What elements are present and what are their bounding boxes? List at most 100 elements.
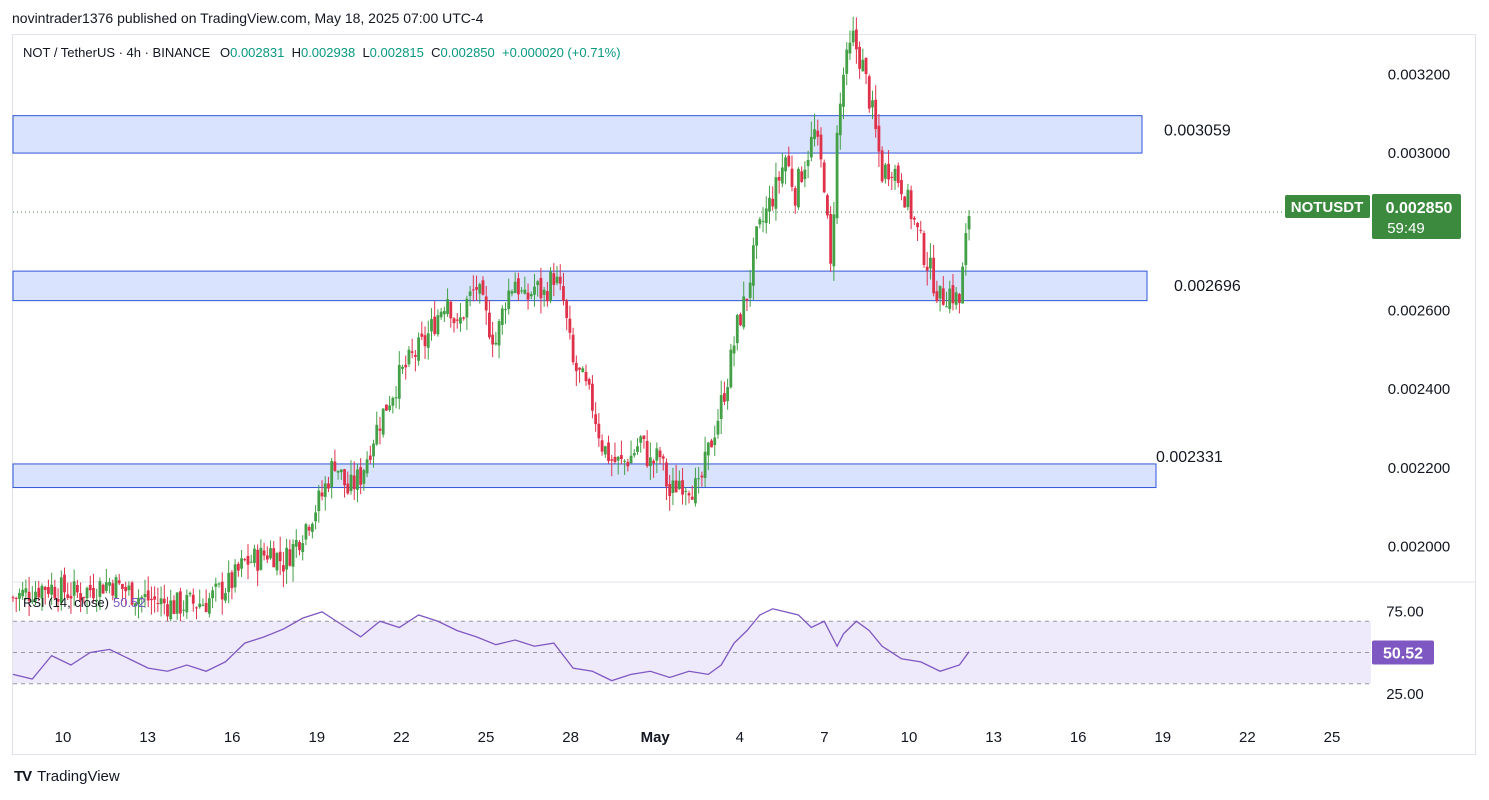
candle-body bbox=[764, 208, 768, 224]
candle-body bbox=[82, 596, 86, 598]
candle-body bbox=[626, 461, 630, 467]
candle-body bbox=[896, 165, 900, 183]
candle-body bbox=[314, 512, 317, 522]
candle-body bbox=[356, 469, 359, 490]
candle-body bbox=[146, 590, 150, 601]
candle-body bbox=[191, 594, 195, 604]
candle-body bbox=[320, 492, 324, 497]
candle-body bbox=[282, 565, 285, 572]
price-tag bbox=[1372, 194, 1461, 239]
candle-body bbox=[56, 599, 60, 602]
price-axis-label: 0.003000 bbox=[1388, 145, 1451, 162]
candle-body bbox=[37, 587, 41, 598]
candle-body bbox=[777, 176, 781, 181]
candle-body bbox=[603, 446, 607, 455]
candle-body bbox=[124, 587, 128, 592]
candle-body bbox=[900, 180, 903, 195]
candle-body bbox=[549, 271, 552, 301]
candle-body bbox=[465, 298, 469, 318]
candle-body bbox=[50, 584, 54, 595]
symbol-label[interactable]: NOT / TetherUS · 4h · BINANCE bbox=[23, 45, 211, 60]
candle-body bbox=[716, 420, 720, 435]
candle-body bbox=[739, 314, 742, 326]
candle-body bbox=[906, 189, 910, 208]
candle-body bbox=[323, 483, 327, 497]
candle-body bbox=[27, 591, 31, 601]
candle-body bbox=[674, 480, 678, 493]
candle-body bbox=[790, 168, 794, 187]
tradingview-logo-icon: TV bbox=[14, 768, 32, 785]
candle-body bbox=[285, 547, 289, 570]
candle-body bbox=[108, 582, 111, 586]
candle-body bbox=[330, 461, 334, 488]
candle-body bbox=[224, 593, 227, 601]
candle-body bbox=[401, 366, 404, 369]
candle-body bbox=[404, 364, 408, 368]
candle-body bbox=[748, 282, 752, 298]
candle-body bbox=[636, 446, 639, 452]
candle-body bbox=[658, 450, 662, 458]
candle-body bbox=[130, 582, 134, 605]
footer-brand[interactable]: TV TradingView bbox=[14, 768, 120, 785]
candle-body bbox=[317, 490, 321, 512]
candle-body bbox=[854, 29, 858, 50]
candle-body bbox=[516, 278, 520, 295]
candle-body bbox=[175, 592, 179, 614]
candle-body bbox=[822, 162, 826, 193]
rsi-label[interactable]: RSI (14, close) bbox=[23, 595, 109, 610]
candle-body bbox=[413, 354, 417, 357]
candle-body bbox=[761, 220, 765, 222]
candle-body bbox=[265, 555, 269, 560]
candle-body bbox=[784, 157, 787, 172]
candle-body bbox=[117, 580, 121, 584]
price-tag-value: 0.002850 bbox=[1386, 200, 1453, 217]
candle-body bbox=[40, 585, 44, 599]
candle-body bbox=[75, 585, 79, 593]
time-axis-label: 25 bbox=[478, 729, 495, 746]
candle-body bbox=[735, 315, 739, 344]
candle-body bbox=[671, 480, 675, 493]
candle-body bbox=[771, 198, 775, 207]
candle-body bbox=[349, 474, 353, 492]
zone-level-label: 0.002696 bbox=[1174, 278, 1241, 295]
candle-body bbox=[14, 597, 18, 599]
candle-body bbox=[407, 349, 411, 365]
candle-body bbox=[494, 342, 498, 345]
candle-body bbox=[842, 74, 845, 107]
candle-body bbox=[613, 456, 617, 462]
candle-body bbox=[459, 317, 462, 324]
candle-body bbox=[430, 318, 433, 332]
candle-body bbox=[883, 164, 887, 179]
time-axis-label: 16 bbox=[1070, 729, 1087, 746]
candle-body bbox=[938, 285, 942, 299]
rsi-value-text: 50.52 bbox=[1383, 646, 1423, 663]
high-value: 0.002938 bbox=[300, 45, 356, 60]
candle-body bbox=[368, 455, 372, 460]
time-axis-label: 19 bbox=[308, 729, 325, 746]
candle-body bbox=[98, 581, 102, 597]
candle-body bbox=[964, 233, 968, 266]
candle-body bbox=[410, 351, 414, 353]
candle-body bbox=[513, 281, 517, 294]
candle-body bbox=[185, 594, 189, 613]
candle-body bbox=[706, 442, 710, 456]
candle-body bbox=[819, 134, 823, 160]
candle-body bbox=[793, 188, 797, 206]
candle-body bbox=[442, 310, 446, 315]
candle-body bbox=[53, 586, 57, 599]
candle-body bbox=[568, 318, 572, 333]
candle-body bbox=[233, 564, 237, 588]
candle-body bbox=[59, 577, 63, 603]
candle-body bbox=[826, 195, 829, 216]
candle-body bbox=[69, 595, 73, 599]
candle-body bbox=[500, 308, 504, 326]
candle-body bbox=[278, 551, 282, 562]
candle-body bbox=[520, 290, 524, 292]
candle-body bbox=[307, 526, 311, 531]
candle-body bbox=[346, 483, 350, 494]
candle-body bbox=[79, 593, 82, 601]
candle-body bbox=[111, 583, 115, 596]
candle-body bbox=[719, 395, 723, 419]
candle-body bbox=[880, 150, 884, 182]
